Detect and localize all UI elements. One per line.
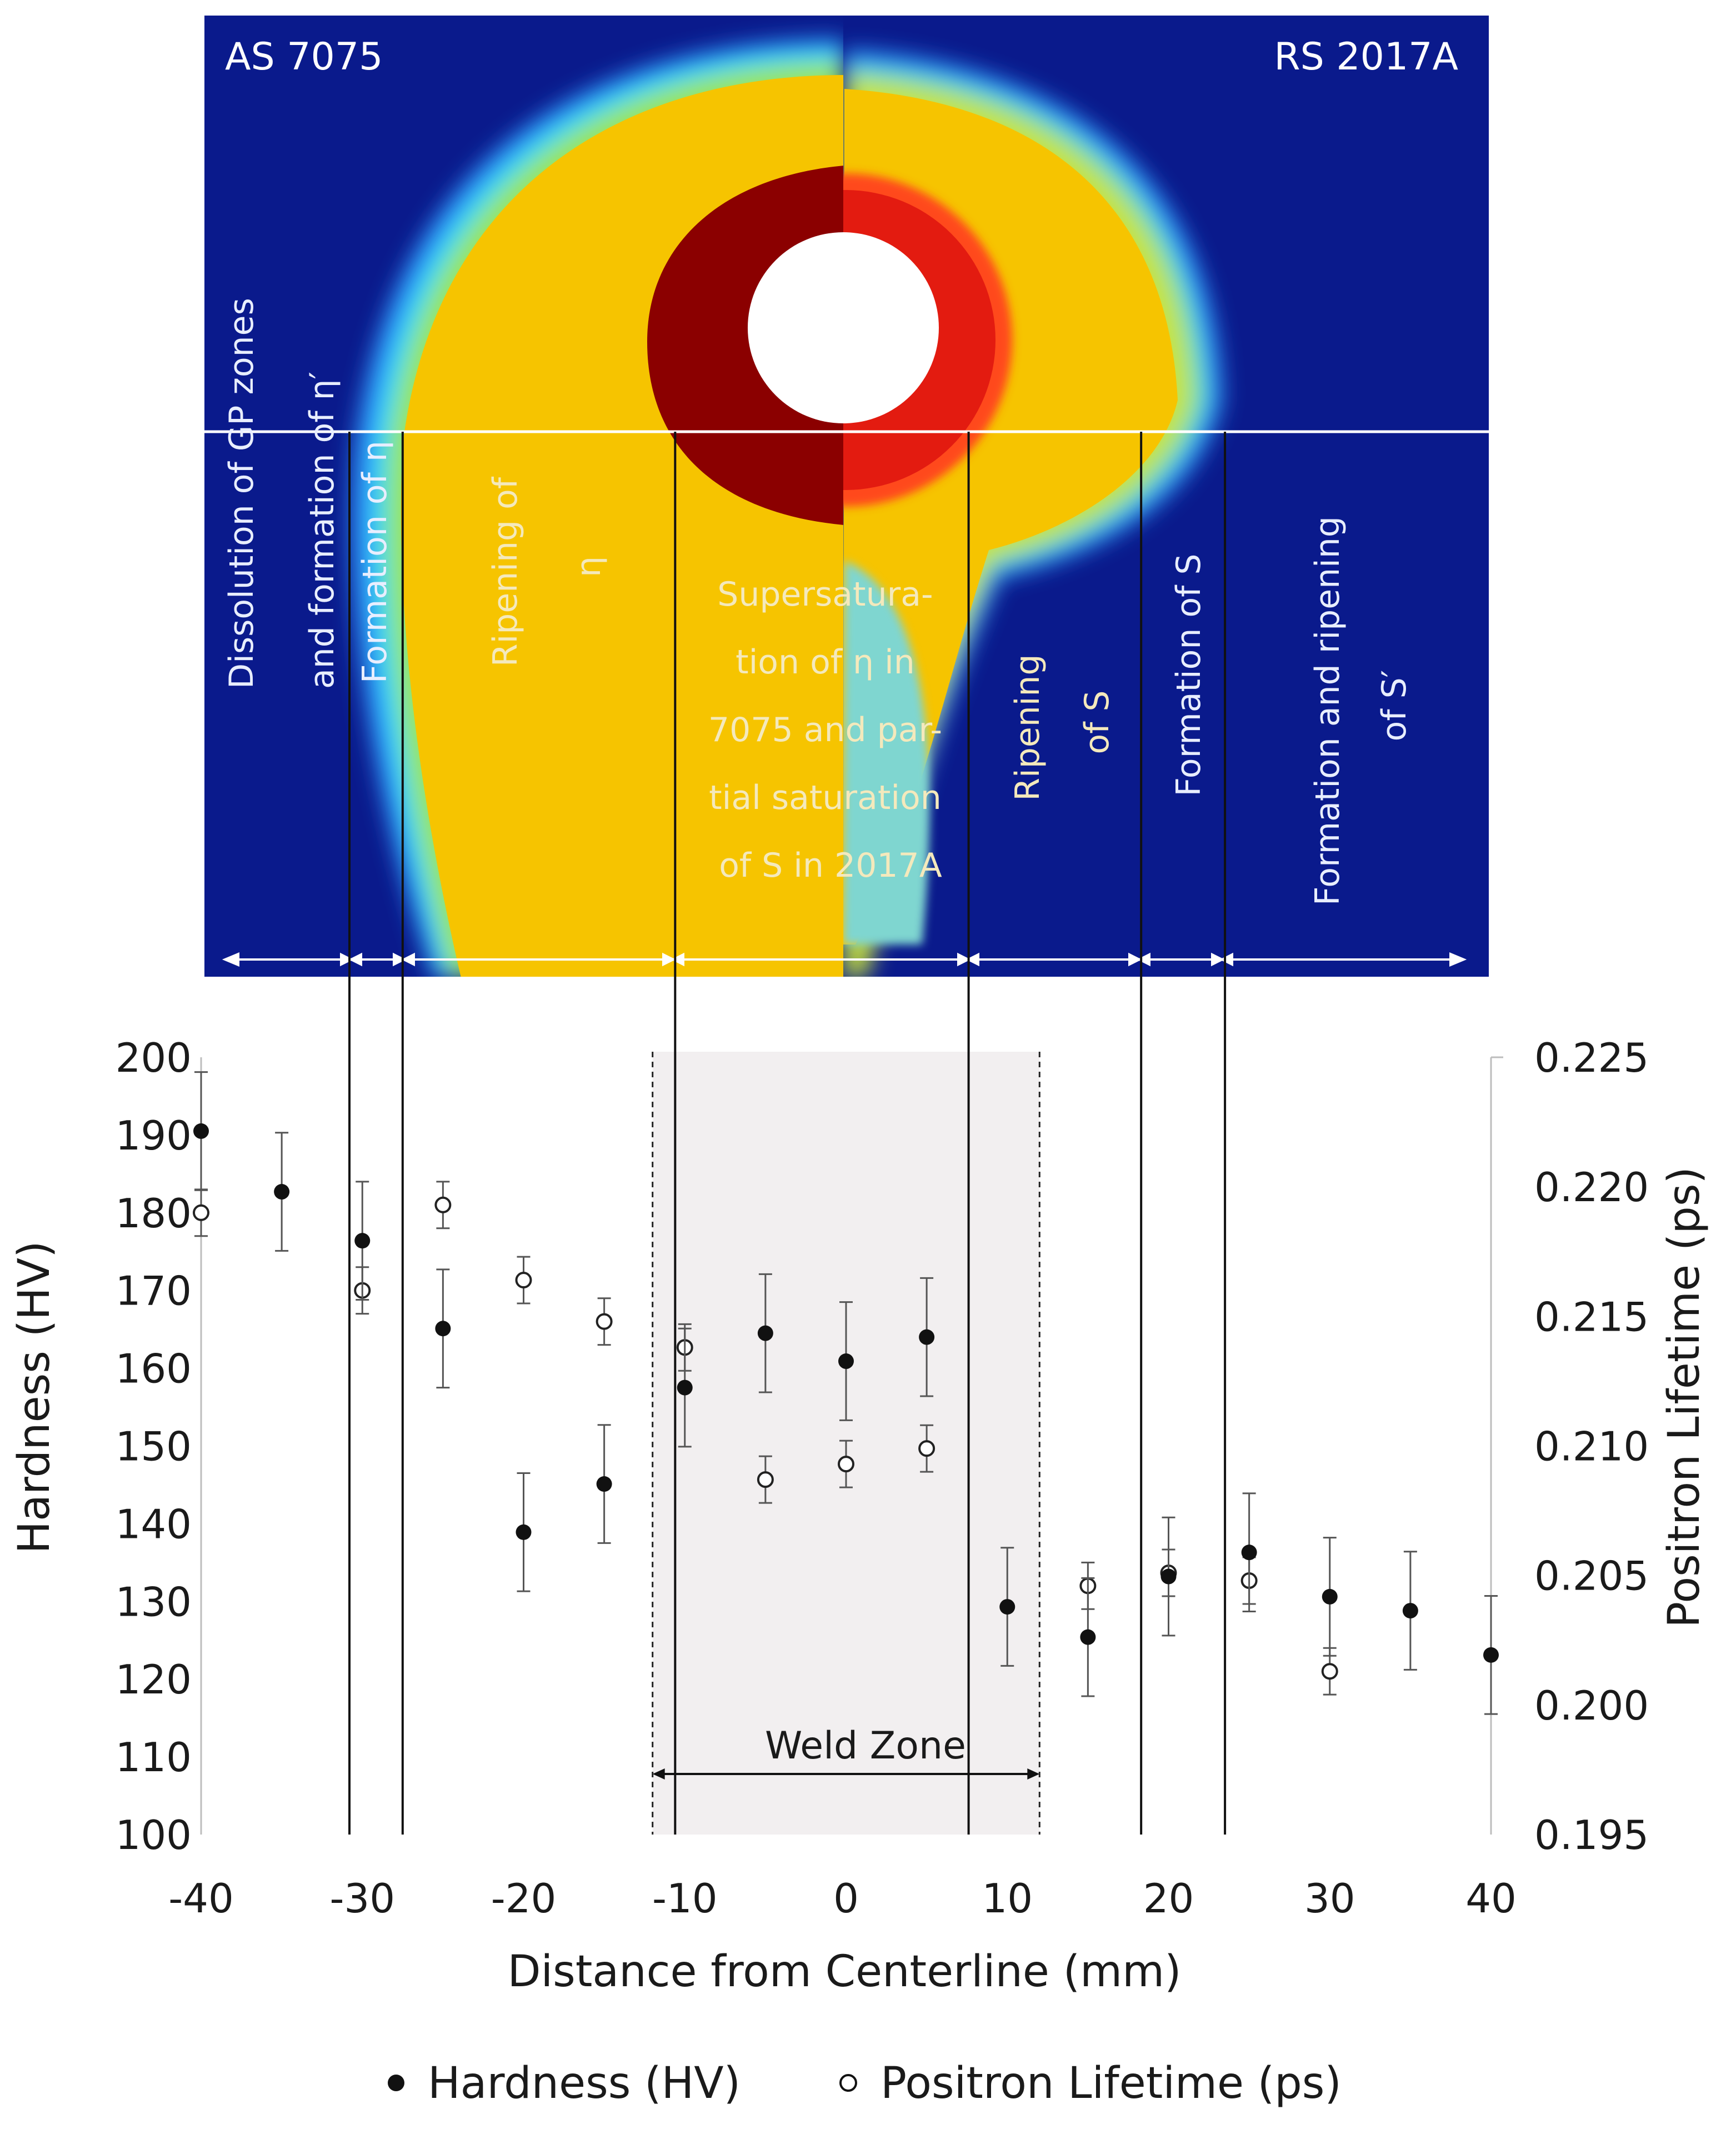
y2-tick-label: 0.195 bbox=[1534, 1812, 1649, 1858]
thermal-map: AS 7075 RS 2017A Dissolution of GP zones… bbox=[204, 16, 1489, 977]
lifetime-point bbox=[193, 1204, 209, 1221]
x-tick-label: 10 bbox=[982, 1875, 1033, 1922]
retreating-side-label: RS 2017A bbox=[1274, 35, 1458, 79]
y-tick-label: 130 bbox=[116, 1578, 192, 1625]
y-tick-label: 200 bbox=[116, 1034, 192, 1081]
y-tick-label: 160 bbox=[116, 1346, 192, 1392]
y2-tick-label: 0.215 bbox=[1534, 1293, 1649, 1340]
y-tick-label: 110 bbox=[116, 1734, 192, 1781]
y-tick-label: 170 bbox=[116, 1268, 192, 1315]
y-tick-labels: 100 110 120 130 140 150 160 170 180 190 200 bbox=[116, 1034, 192, 1858]
y-tick-label: 180 bbox=[116, 1190, 192, 1237]
lifetime-point bbox=[1321, 1663, 1338, 1680]
y-tick-label: 190 bbox=[116, 1112, 192, 1159]
y2-tick-label: 0.200 bbox=[1534, 1682, 1649, 1729]
hardness-series bbox=[193, 1071, 1499, 1715]
legend-lifetime-label: Positron Lifetime (ps) bbox=[880, 2058, 1342, 2108]
weld-zone-arrow-head-left bbox=[652, 1768, 665, 1780]
zone-label-ripening-eta: Ripening of η bbox=[486, 467, 608, 667]
hardness-point bbox=[1080, 1629, 1096, 1645]
y-tick-label: 100 bbox=[116, 1812, 192, 1858]
hardness-point bbox=[193, 1123, 209, 1139]
zone-label-supersaturation: Supersatura- tion of η in 7075 and par- … bbox=[708, 575, 953, 885]
x-tick-label: -40 bbox=[168, 1875, 234, 1922]
hardness-point bbox=[274, 1184, 290, 1200]
hardness-point bbox=[1483, 1647, 1499, 1663]
legend-hardness-marker bbox=[388, 2075, 404, 2091]
x-tick-label: -10 bbox=[652, 1875, 718, 1922]
lifetime-point bbox=[434, 1196, 452, 1213]
legend-lifetime-marker bbox=[839, 2074, 857, 2092]
x-tick-label: -30 bbox=[329, 1875, 395, 1922]
hardness-point bbox=[1402, 1603, 1418, 1619]
y-tick-label: 120 bbox=[116, 1656, 192, 1703]
lifetime-point bbox=[596, 1313, 613, 1330]
lifetime-point bbox=[757, 1471, 774, 1488]
y2-tick-label: 0.205 bbox=[1534, 1553, 1649, 1600]
x-tick-label: 40 bbox=[1465, 1875, 1517, 1922]
y-tick-label: 150 bbox=[116, 1423, 192, 1470]
y2-tick-label: 0.220 bbox=[1534, 1164, 1649, 1211]
hardness-point bbox=[838, 1353, 854, 1370]
zone-label-formation-ripening-s-prime: Formation and ripening of S′ bbox=[1308, 506, 1414, 906]
zone-label-formation-eta: Formation of η bbox=[356, 441, 394, 683]
keyhole bbox=[748, 232, 939, 423]
y2-axis-title: Positron Lifetime (ps) bbox=[1659, 1167, 1709, 1628]
lifetime-point bbox=[918, 1440, 935, 1457]
y2-tick-label: 0.225 bbox=[1534, 1034, 1649, 1081]
hardness-point bbox=[596, 1476, 612, 1492]
advancing-side bbox=[352, 39, 843, 977]
hardness-point bbox=[435, 1321, 451, 1337]
hardness-point bbox=[757, 1325, 773, 1341]
legend-hardness-label: Hardness (HV) bbox=[428, 2058, 741, 2108]
zone-label-dissolution: Dissolution of GP zones and formation of… bbox=[222, 287, 342, 689]
y-axis-title: Hardness (HV) bbox=[9, 1241, 59, 1553]
advancing-side-label: AS 7075 bbox=[225, 35, 383, 79]
weld-zone-arrow-head-right bbox=[1027, 1768, 1040, 1780]
legend: Hardness (HV) Positron Lifetime (ps) bbox=[388, 2058, 1342, 2108]
hardness-point bbox=[999, 1599, 1015, 1615]
y2-tick-labels: 0.195 0.200 0.205 0.210 0.215 0.220 0.225 bbox=[1491, 1034, 1649, 1858]
zone-boundary-lines bbox=[348, 432, 1227, 1835]
lifetime-point bbox=[515, 1272, 532, 1289]
zone-label-ripening-s: Ripening of S bbox=[1008, 643, 1117, 801]
zone-label-formation-s: Formation of S bbox=[1169, 554, 1208, 797]
hardness-lifetime-chart: Weld Zone -40 -30 -20 -10 0 10 20 30 40 100 110 12… bbox=[9, 432, 1709, 2108]
weld-zone-label: Weld Zone bbox=[765, 1724, 966, 1768]
y-tick-label: 140 bbox=[116, 1501, 192, 1547]
x-tick-label: -20 bbox=[491, 1875, 557, 1922]
lifetime-point bbox=[838, 1456, 854, 1473]
hardness-point bbox=[677, 1380, 693, 1396]
hardness-point bbox=[919, 1329, 935, 1345]
x-tick-label: 0 bbox=[833, 1875, 859, 1922]
hardness-point bbox=[1322, 1588, 1338, 1605]
x-axis-title: Distance from Centerline (mm) bbox=[507, 1947, 1181, 1997]
hardness-point bbox=[354, 1233, 371, 1249]
hardness-point bbox=[516, 1524, 532, 1540]
y2-tick-label: 0.210 bbox=[1534, 1423, 1649, 1470]
x-tick-label: 30 bbox=[1304, 1875, 1355, 1922]
hardness-point bbox=[1241, 1545, 1257, 1561]
hardness-point bbox=[1160, 1568, 1177, 1585]
x-tick-labels: -40 -30 -20 -10 0 10 20 30 40 bbox=[168, 1875, 1517, 1922]
x-tick-label: 20 bbox=[1143, 1875, 1194, 1922]
